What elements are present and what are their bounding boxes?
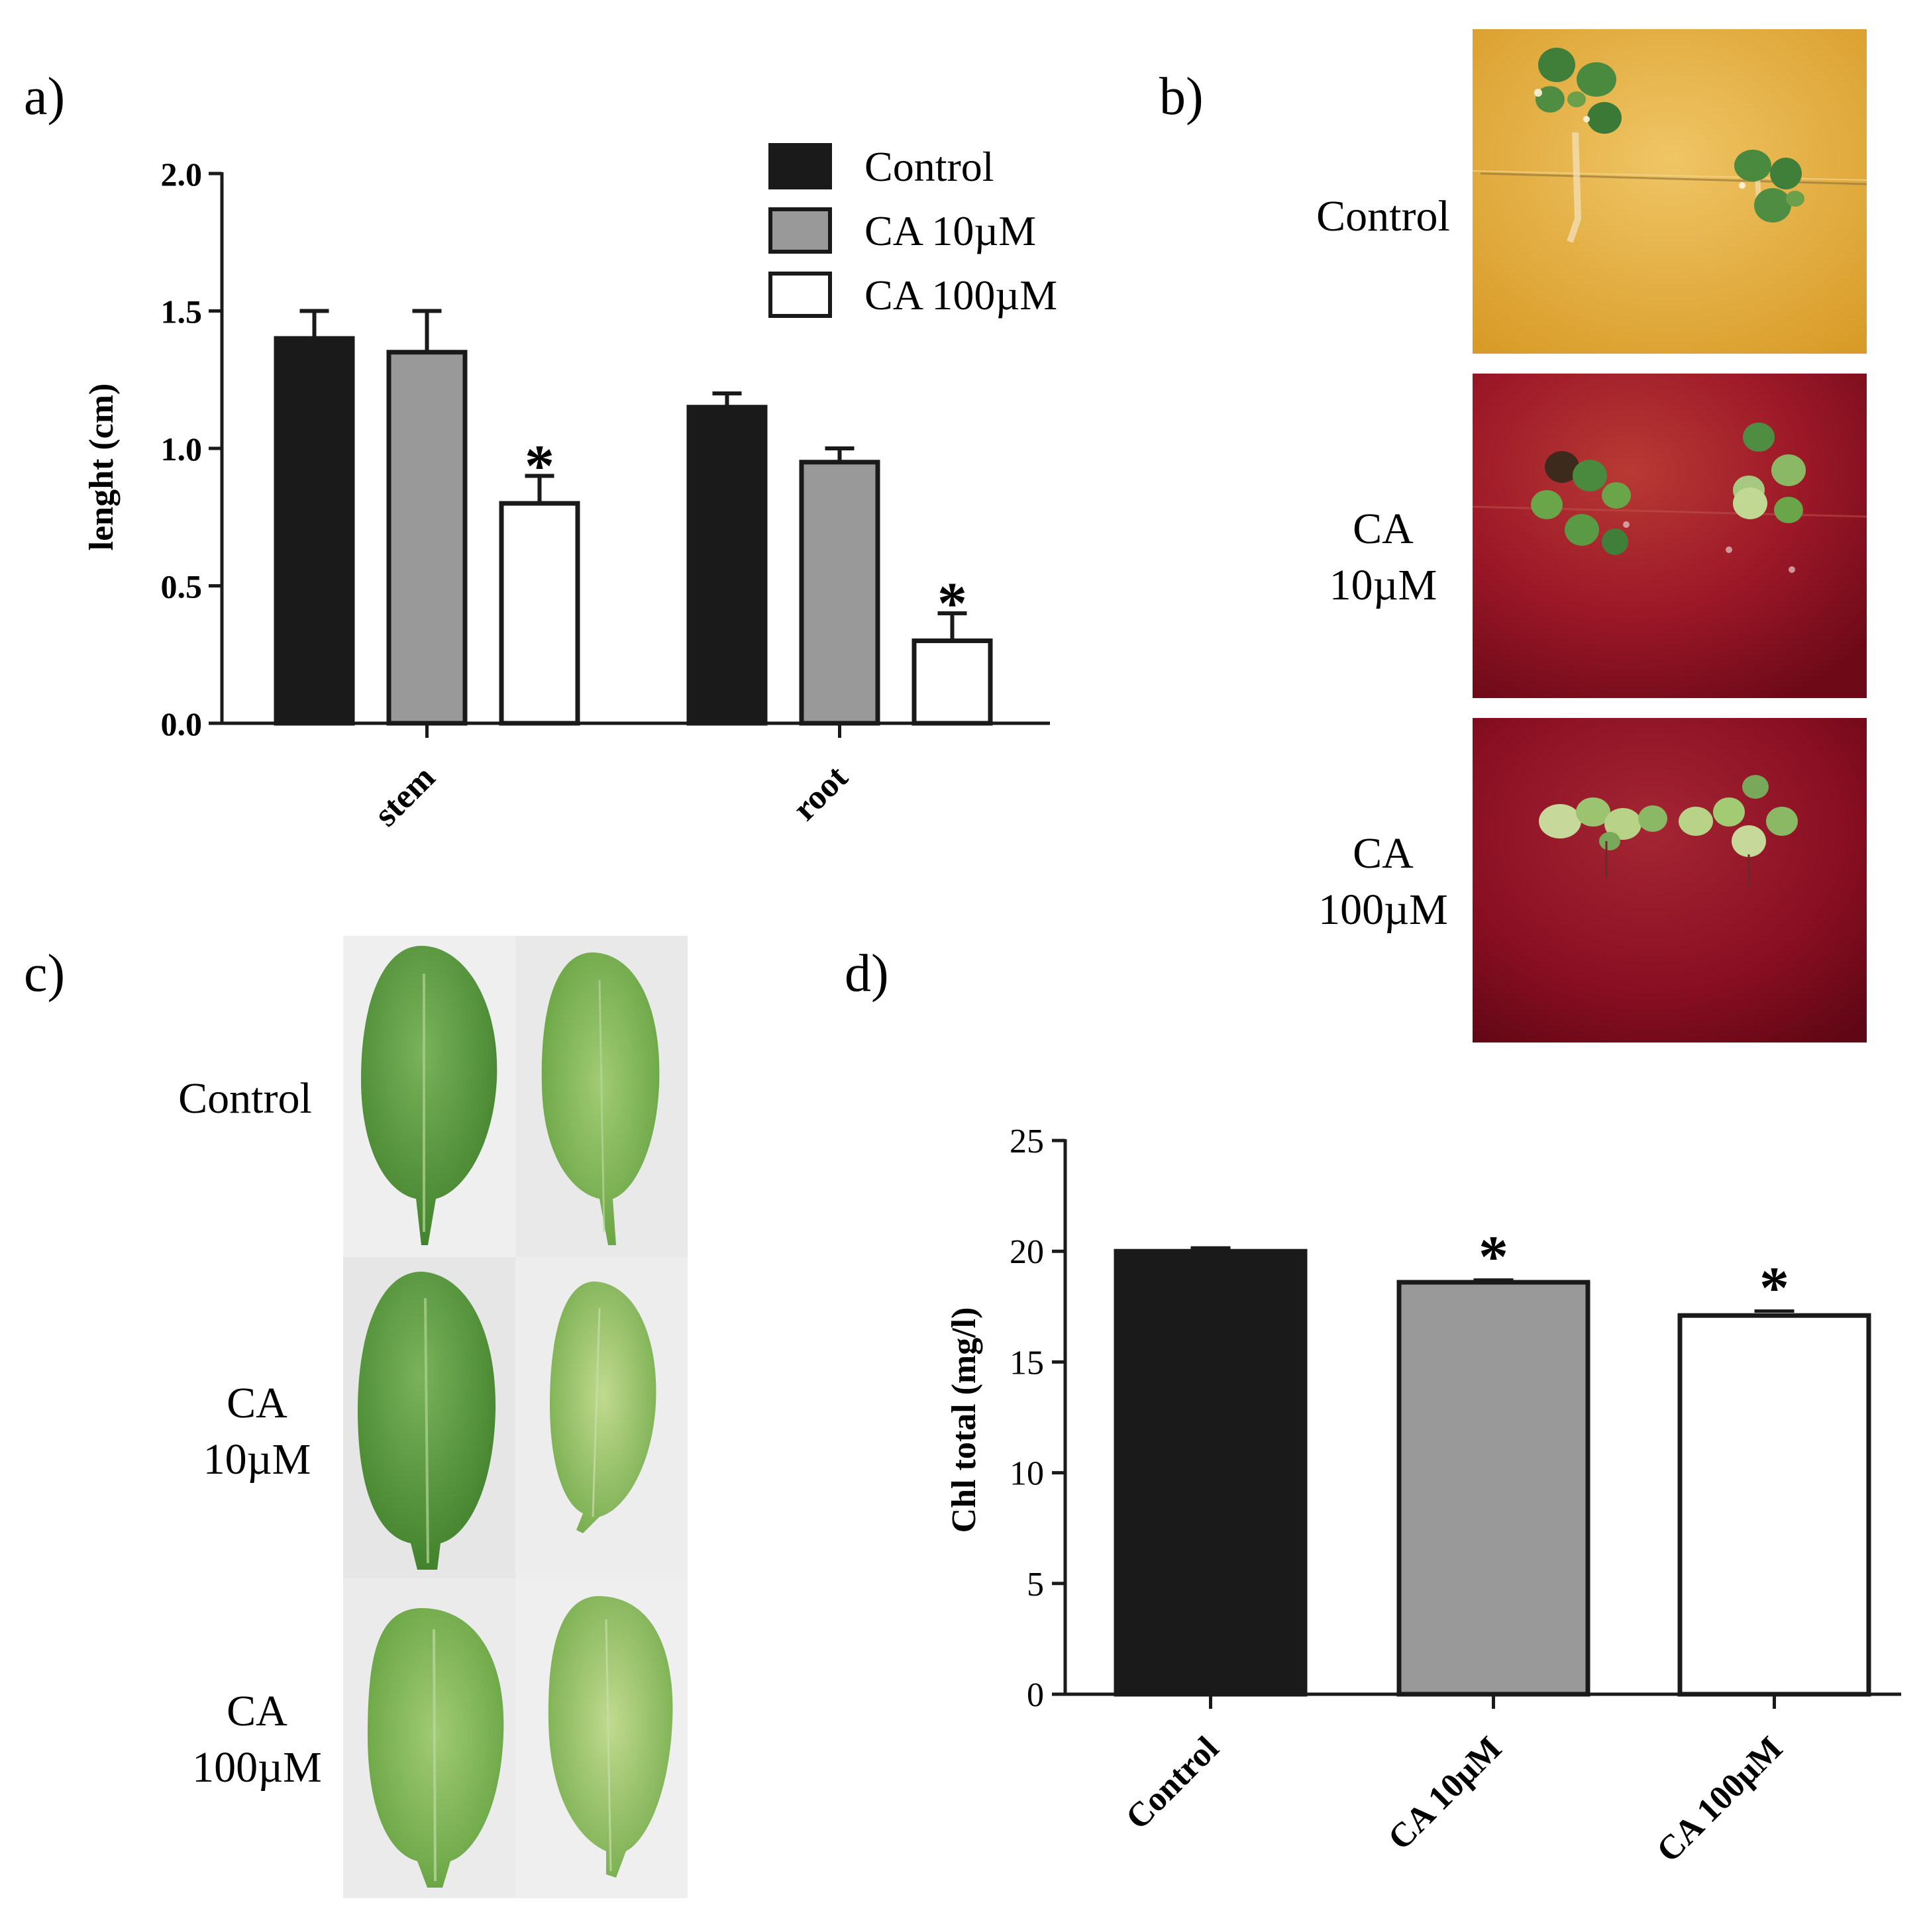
plate-photo-ca10	[1472, 374, 1867, 698]
photo-panel-c: Control CA 10µM CA 100µM	[178, 936, 688, 1898]
y-tick-label: 10	[1010, 1455, 1044, 1493]
photo-b-label-ca100-line2: 100µM	[1318, 886, 1448, 934]
x-tick-label: CA 100µM	[1649, 1729, 1790, 1870]
y-tick-label: 5	[1027, 1566, 1044, 1603]
plate-photo-control	[1472, 29, 1867, 354]
legend-swatch-control	[768, 143, 832, 189]
leaf-control-2	[541, 952, 660, 1245]
y-tick-label: 1.0	[161, 431, 203, 468]
leaf-ca100-1	[368, 1607, 504, 1888]
photo-b-label-ca10-line2: 10µM	[1329, 561, 1437, 609]
bar-0	[1114, 1248, 1308, 1697]
plate-photo-ca100	[1473, 718, 1867, 1042]
x-tick-label: stem	[367, 758, 443, 834]
legend-label-ca100: CA 100µM	[864, 272, 1057, 319]
leaf-ca10-1	[358, 1271, 496, 1570]
bar-2	[1677, 1313, 1871, 1697]
legend-swatch-ca100	[768, 272, 832, 318]
y-tick-label: 1.5	[161, 293, 203, 330]
panel-label-b: b)	[1159, 68, 1204, 126]
photo-c-label-control: Control	[178, 1074, 312, 1123]
panel-label-c: c)	[24, 944, 65, 1003]
photo-b-label-ca10-line1: CA	[1353, 505, 1414, 553]
panel-label-d: d)	[845, 944, 889, 1003]
legend-label-ca10: CA 10µM	[864, 207, 1036, 254]
chart-d: Chl total (mg/l) 0 5 10 15 20 25 Control CA 10µ…	[945, 1123, 1901, 1870]
y-tick-label: 25	[1010, 1123, 1044, 1160]
y-tick-label: 0.0	[161, 705, 203, 742]
legend-swatch-ca10	[768, 207, 832, 254]
y-tick-label: 2.0	[161, 156, 203, 193]
significance-mark: *	[937, 571, 967, 636]
bar-root-1	[799, 460, 880, 726]
photo-panel-b: Control CA 10µM CA 100µM	[1316, 29, 1867, 1042]
y-tick-label: 15	[1010, 1344, 1044, 1382]
photo-b-label-control: Control	[1316, 192, 1450, 240]
photo-c-label-ca10-line1: CA	[227, 1379, 287, 1427]
photo-c-label-ca100-line2: 100µM	[192, 1743, 322, 1792]
photo-c-label-ca10-line2: 10µM	[203, 1435, 311, 1484]
photo-c-label-ca100-line1: CA	[227, 1687, 287, 1735]
leaf-control-1	[361, 946, 497, 1245]
y-tick-label: 20	[1010, 1233, 1044, 1271]
significance-mark: *	[1479, 1225, 1508, 1290]
chart-a-legend: Control CA 10µM CA 100µM	[768, 143, 1057, 319]
significance-mark: *	[1759, 1255, 1789, 1321]
photo-b-label-ca100-line1: CA	[1353, 829, 1414, 878]
legend-label-control: Control	[864, 143, 994, 190]
bar-root-0	[686, 405, 768, 726]
bar-1	[1396, 1280, 1590, 1697]
x-tick-label: root	[786, 758, 855, 828]
chart-d-ylabel: Chl total (mg/l)	[945, 1307, 983, 1533]
x-tick-label: Control	[1119, 1729, 1226, 1837]
y-tick-label: 0.5	[161, 568, 203, 605]
bar-stem-2	[499, 501, 580, 726]
leaf-ca100-2	[548, 1596, 673, 1878]
bar-root-2	[911, 638, 993, 726]
bar-stem-1	[386, 350, 468, 726]
panel-label-a: a)	[24, 68, 65, 126]
leaf-ca10-2	[550, 1281, 656, 1533]
x-tick-label: CA 10µM	[1381, 1729, 1509, 1857]
chart-a: lenght (cm) 0.0 0.5 1.0 1.5 2.0 stem root * *	[83, 156, 1050, 834]
significance-mark: *	[525, 434, 554, 499]
bar-stem-0	[274, 336, 355, 726]
y-tick-label: 0	[1027, 1676, 1044, 1714]
chart-a-ylabel: lenght (cm)	[83, 383, 121, 551]
